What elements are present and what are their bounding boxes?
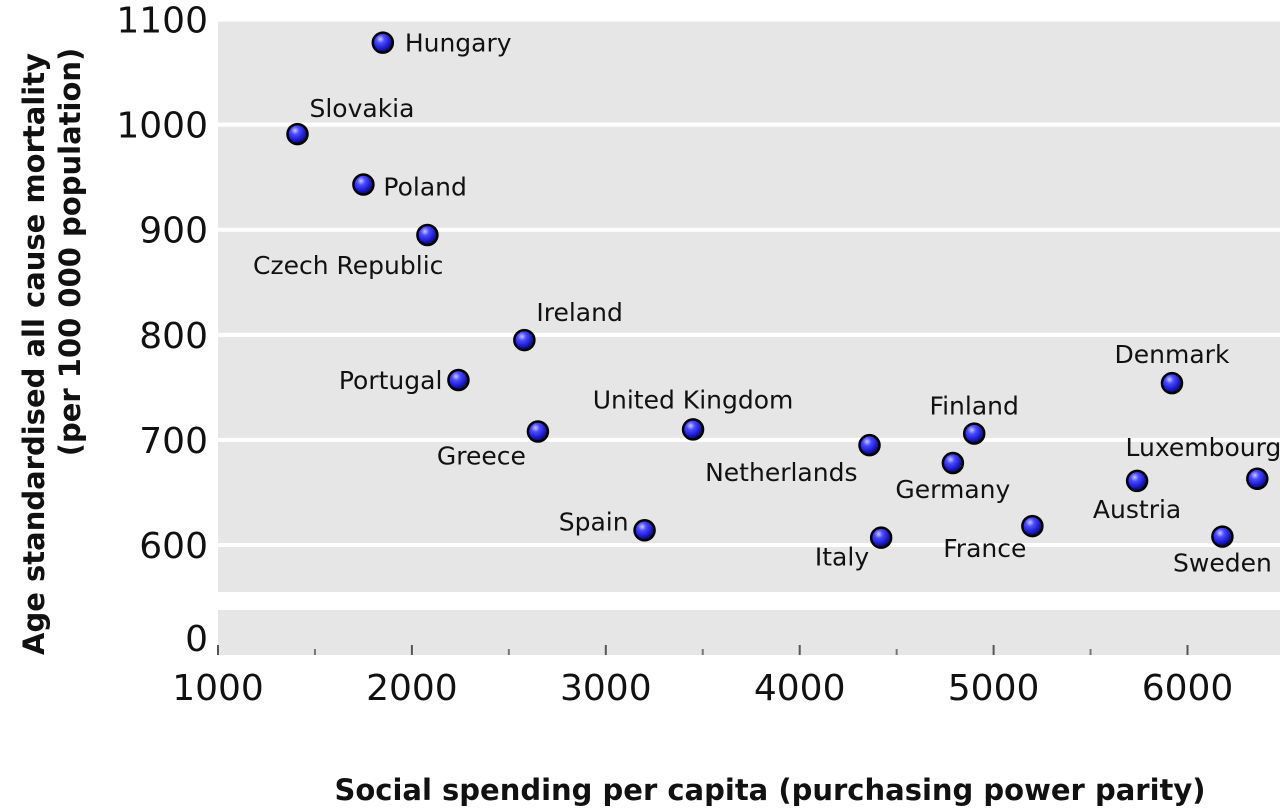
- point-finland: [962, 422, 986, 445]
- point-austria: [1125, 469, 1149, 493]
- point-netherlands: [858, 433, 881, 457]
- y-tick-label-zero: 0: [185, 619, 208, 660]
- y-axis-title-line2: (per 100 000 population): [53, 48, 87, 457]
- x-axis-title: Social spending per capita (purchasing p…: [334, 773, 1205, 807]
- plot-background: [218, 18, 1280, 592]
- point-germany: [941, 451, 965, 475]
- point-czech-republic: [416, 223, 439, 247]
- point-label-spain: Spain: [559, 507, 629, 536]
- point-greece: [526, 420, 550, 443]
- point-label-hungary: Hungary: [405, 29, 512, 58]
- point-italy: [869, 526, 893, 549]
- y-tick-label: 600: [139, 526, 208, 567]
- data-points: Hungary Slovakia Poland Czech Republic Irela…: [253, 29, 1280, 578]
- x-tick-label: 1000: [172, 668, 264, 709]
- point-label-czech-republic: Czech Republic: [253, 251, 443, 280]
- x-tick-label: 5000: [948, 668, 1040, 709]
- x-tick-label: 3000: [560, 668, 652, 709]
- y-tick-label: 900: [139, 211, 208, 252]
- point-label-united-kingdom: United Kingdom: [593, 385, 794, 414]
- x-tick-label: 6000: [1142, 668, 1234, 709]
- point-united-kingdom: [681, 418, 705, 441]
- point-label-italy: Italy: [815, 543, 869, 572]
- point-label-portugal: Portugal: [339, 366, 443, 395]
- x-tick-label: 2000: [366, 668, 458, 709]
- point-france: [1021, 514, 1044, 538]
- y-axis: 600 700 800 900 1000 1100 0: [116, 1, 208, 660]
- point-label-denmark: Denmark: [1115, 340, 1230, 369]
- point-label-slovakia: Slovakia: [309, 94, 414, 123]
- point-spain: [633, 519, 656, 542]
- y-axis-title: Age standardised all cause mortality: [17, 53, 51, 655]
- point-label-sweden: Sweden: [1173, 549, 1272, 578]
- point-poland: [352, 173, 375, 196]
- y-tick-label: 800: [139, 316, 208, 357]
- point-label-greece: Greece: [437, 442, 526, 471]
- point-label-poland: Poland: [383, 173, 466, 202]
- point-hungary: [371, 31, 395, 54]
- point-label-luxembourg: Luxembourg: [1125, 433, 1280, 462]
- zero-band-background: [218, 610, 1280, 655]
- point-ireland: [513, 328, 536, 352]
- point-label-ireland: Ireland: [536, 298, 622, 327]
- point-denmark: [1160, 371, 1184, 395]
- point-sweden: [1211, 525, 1234, 548]
- point-label-austria: Austria: [1093, 495, 1181, 524]
- x-axis: 1000 2000 3000 4000 5000 6000: [172, 645, 1233, 709]
- point-slovakia: [286, 122, 309, 146]
- point-portugal: [447, 368, 470, 392]
- point-label-germany: Germany: [895, 475, 1010, 504]
- y-tick-label: 700: [139, 421, 208, 462]
- y-tick-label: 1000: [116, 106, 208, 147]
- point-luxembourg: [1246, 467, 1269, 491]
- point-label-finland: Finland: [930, 392, 1019, 421]
- plot-area: [218, 17, 1280, 655]
- x-tick-label: 4000: [754, 668, 846, 709]
- y-tick-label: 1100: [116, 1, 208, 42]
- point-label-netherlands: Netherlands: [705, 458, 857, 487]
- point-label-france: France: [943, 534, 1026, 563]
